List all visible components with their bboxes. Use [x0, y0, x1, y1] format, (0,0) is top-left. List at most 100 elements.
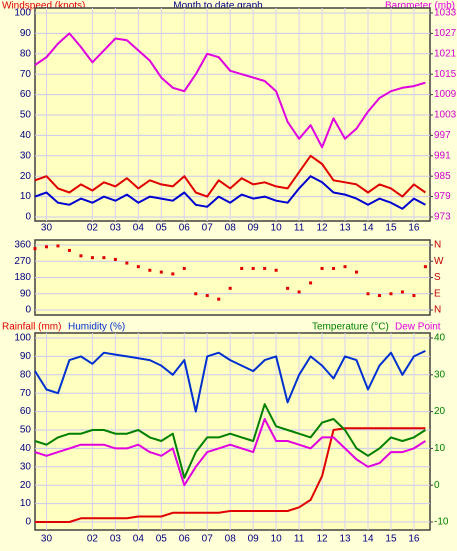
y2-tick-label: 985	[434, 171, 451, 182]
point	[79, 254, 83, 258]
x-tick-label: 15	[385, 223, 397, 234]
x-tick-label: 30	[41, 223, 53, 234]
point	[240, 266, 244, 270]
y2-tick-label: 10	[434, 443, 446, 454]
y-tick-label: 40	[20, 443, 32, 454]
point	[205, 294, 209, 298]
point	[44, 245, 48, 249]
point	[33, 247, 37, 251]
y-tick-label: 10	[20, 191, 32, 202]
series-line	[34, 32, 426, 149]
point	[343, 265, 347, 269]
x-tick-label: 07	[202, 534, 214, 545]
y2-tick-label: 991	[434, 150, 451, 161]
y-tick-label: 60	[20, 89, 32, 100]
y-tick-label: 70	[20, 388, 32, 399]
x-tick-label: 07	[202, 223, 214, 234]
y-tick-label: 360	[14, 240, 31, 251]
y2-tick-label: 20	[434, 406, 446, 417]
point	[217, 297, 221, 301]
x-tick-label: 14	[362, 534, 374, 545]
x-tick-label: 09	[248, 534, 260, 545]
y2-tick-label: 0	[434, 480, 440, 491]
series-line	[34, 154, 426, 198]
y-tick-label: 30	[20, 461, 32, 472]
x-tick-label: 09	[248, 223, 260, 234]
point	[332, 266, 336, 270]
x-tick-label: 16	[408, 223, 420, 234]
point	[56, 244, 60, 248]
x-tick-label: 08	[225, 534, 237, 545]
y2-tick-label: -10	[434, 517, 449, 528]
x-tick-label: 02	[87, 534, 99, 545]
point	[159, 270, 163, 274]
y-tick-label: 0	[25, 305, 31, 316]
series-line	[34, 175, 426, 210]
legend-label: Dew Point	[395, 322, 441, 333]
y-tick-label: 20	[20, 480, 32, 491]
x-tick-label: 03	[110, 534, 122, 545]
y-tick-label: 80	[20, 369, 32, 380]
x-tick-label: 12	[317, 534, 329, 545]
point	[274, 268, 278, 272]
x-tick-label: 02	[87, 223, 99, 234]
point	[400, 290, 404, 294]
y2-tick-label: 997	[434, 130, 451, 141]
point	[251, 266, 255, 270]
y-tick-label: 30	[20, 150, 32, 161]
point	[136, 265, 140, 269]
y-tick-label: 100	[14, 333, 31, 344]
y-tick-label: 70	[20, 69, 32, 80]
y2-tick-label: 1009	[434, 89, 457, 100]
y-axis-title: Windspeed (knots)	[2, 1, 85, 12]
point	[125, 261, 129, 265]
point	[320, 266, 324, 270]
y2-tick-label: E	[434, 288, 441, 299]
y2-tick-label: 30	[434, 369, 446, 380]
y2-axis-title: Barometer (mb)	[385, 1, 455, 12]
y2-tick-label: N	[434, 305, 441, 316]
x-tick-label: 08	[225, 223, 237, 234]
y-tick-label: 80	[20, 48, 32, 59]
series-line	[34, 418, 426, 487]
y-tick-label: 50	[20, 425, 32, 436]
x-tick-label: 04	[133, 534, 145, 545]
x-tick-label: 06	[179, 223, 191, 234]
y2-tick-label: 40	[434, 333, 446, 344]
x-tick-label: 13	[339, 534, 351, 545]
y2-tick-label: N	[434, 240, 441, 251]
y-tick-label: 20	[20, 171, 32, 182]
point	[67, 248, 71, 252]
x-tick-label: 11	[294, 534, 305, 545]
x-tick-label: 06	[179, 534, 191, 545]
point	[377, 294, 381, 298]
point	[389, 292, 393, 296]
y2-tick-label: 1033	[434, 8, 457, 19]
y-tick-label: 0	[25, 517, 31, 528]
y-tick-label: 270	[14, 256, 31, 267]
y-tick-label: 0	[25, 212, 31, 223]
point	[309, 281, 313, 285]
point	[113, 257, 117, 261]
point	[194, 292, 198, 296]
point	[171, 272, 175, 276]
y2-tick-label: 1003	[434, 110, 457, 121]
point	[263, 266, 267, 270]
x-tick-label: 11	[294, 223, 305, 234]
y-tick-label: 90	[20, 28, 32, 39]
point	[355, 270, 359, 274]
y2-tick-label: 1027	[434, 28, 457, 39]
x-tick-label: 10	[271, 223, 283, 234]
y-tick-label: 180	[14, 272, 31, 283]
point	[90, 256, 94, 260]
x-tick-label: 15	[385, 534, 397, 545]
y-tick-label: 40	[20, 130, 32, 141]
series-line	[35, 427, 426, 523]
y2-tick-label: W	[434, 256, 444, 267]
point	[286, 286, 290, 290]
y2-tick-label: 1015	[434, 69, 457, 80]
y2-tick-label: 973	[434, 212, 451, 223]
x-tick-label: 13	[339, 223, 351, 234]
x-tick-label: 03	[110, 223, 122, 234]
